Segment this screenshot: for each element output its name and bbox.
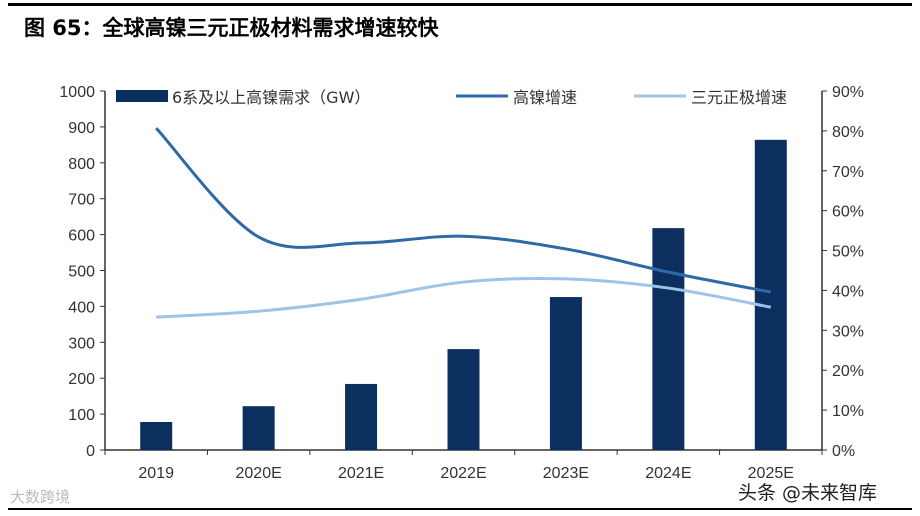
left-tick-label: 600 [68, 228, 95, 245]
right-tick-label: 30% [832, 323, 864, 340]
left-tick-label: 100 [68, 407, 95, 424]
watermark-left: 大数跨境 [10, 488, 71, 506]
x-tick-label: 2024E [645, 465, 691, 482]
line-series-2 [156, 276, 772, 319]
legend-swatch-bar [116, 90, 168, 102]
left-tick-label: 800 [68, 156, 95, 173]
bar [345, 383, 378, 450]
watermark-right: 头条 @未来智库 [738, 482, 878, 504]
left-tick-label: 900 [68, 120, 95, 137]
left-tick-label: 700 [68, 192, 95, 209]
x-tick-label: 2023E [543, 465, 589, 482]
right-tick-label: 60% [832, 204, 864, 221]
legend-label-bar: 6系及以上高镍需求（GW） [172, 88, 370, 107]
right-tick-label: 50% [832, 244, 864, 261]
right-tick-label: 40% [832, 283, 864, 300]
left-tick-label: 0 [86, 443, 95, 460]
bar [652, 228, 685, 450]
bar [140, 421, 173, 450]
legend-label-line-2: 三元正极增速 [691, 88, 787, 107]
x-tick-label: 2020E [236, 465, 282, 482]
bar [447, 349, 480, 450]
bar [242, 406, 275, 450]
x-tick-label: 2021E [338, 465, 384, 482]
right-tick-label: 0% [832, 443, 855, 460]
left-tick-label: 200 [68, 371, 95, 388]
chart-title: 图 65：全球高镍三元正极材料需求增速较快 [24, 16, 439, 40]
left-tick-label: 1000 [59, 84, 95, 101]
bar [754, 139, 787, 450]
x-tick-label: 2019 [138, 465, 174, 482]
x-tick-label: 2025E [748, 465, 794, 482]
legend-label-line-1: 高镍增速 [513, 88, 577, 107]
bar [549, 297, 582, 450]
line-series-1 [155, 127, 772, 294]
right-tick-label: 20% [832, 363, 864, 380]
right-tick-label: 10% [832, 403, 864, 420]
left-tick-label: 400 [68, 299, 95, 316]
bottom-rule [8, 508, 912, 510]
x-tick-label: 2022E [440, 465, 486, 482]
right-tick-label: 70% [832, 164, 864, 181]
left-tick-label: 300 [68, 335, 95, 352]
right-tick-label: 80% [832, 124, 864, 141]
top-rule [8, 3, 912, 6]
right-tick-label: 90% [832, 84, 864, 101]
left-tick-label: 500 [68, 264, 95, 281]
